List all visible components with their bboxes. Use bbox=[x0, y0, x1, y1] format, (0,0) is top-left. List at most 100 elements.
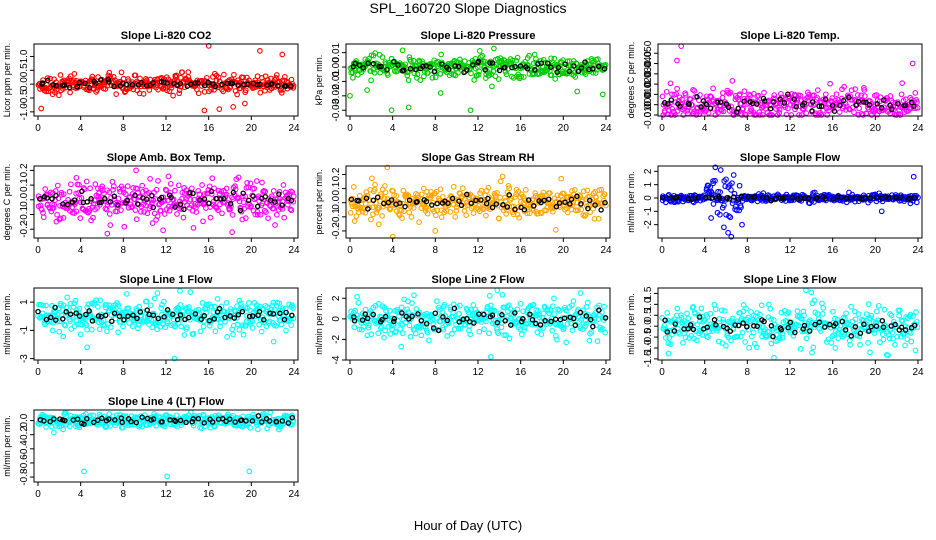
x-tick-label: 0 bbox=[659, 245, 665, 256]
data-point bbox=[552, 227, 559, 233]
y-tick-label: 0.0 bbox=[19, 192, 30, 206]
data-point bbox=[914, 99, 920, 105]
reference-point bbox=[706, 194, 712, 201]
data-point bbox=[273, 211, 280, 218]
data-point bbox=[863, 311, 870, 317]
data-point bbox=[574, 88, 581, 95]
data-point bbox=[187, 289, 194, 295]
data-point bbox=[486, 330, 492, 337]
data-point bbox=[522, 187, 529, 193]
reference-point bbox=[481, 311, 487, 318]
x-tick-label: 20 bbox=[870, 245, 882, 256]
data-point bbox=[147, 203, 154, 210]
data-point bbox=[104, 328, 110, 335]
data-point bbox=[674, 85, 680, 92]
data-point bbox=[154, 213, 161, 219]
data-point bbox=[107, 222, 114, 228]
data-point bbox=[727, 89, 734, 96]
data-point bbox=[144, 210, 151, 217]
data-point bbox=[382, 189, 389, 196]
data-point bbox=[50, 205, 57, 211]
data-point bbox=[516, 214, 522, 221]
x-tick-label: 0 bbox=[35, 123, 41, 134]
data-point bbox=[371, 69, 378, 76]
data-point bbox=[532, 190, 539, 196]
data-point bbox=[40, 302, 46, 309]
reference-point bbox=[868, 323, 874, 330]
reference-point bbox=[414, 198, 420, 205]
x-tick-label: 16 bbox=[203, 123, 215, 134]
data-point bbox=[584, 299, 591, 306]
data-point bbox=[723, 342, 729, 349]
reference-point bbox=[517, 63, 524, 69]
reference-point bbox=[111, 83, 117, 90]
reference-point bbox=[570, 315, 577, 322]
data-point bbox=[260, 188, 266, 195]
reference-point bbox=[874, 194, 880, 201]
reference-point bbox=[794, 196, 801, 202]
data-point bbox=[368, 77, 374, 84]
data-point bbox=[197, 200, 203, 207]
data-point bbox=[172, 187, 178, 194]
y-tick-label: 0.01 bbox=[331, 42, 342, 62]
data-point bbox=[59, 312, 65, 319]
data-point bbox=[106, 69, 113, 76]
data-point bbox=[229, 212, 236, 218]
data-point bbox=[841, 83, 848, 90]
reference-point bbox=[809, 99, 816, 105]
panel-title: Slope Line 1 Flow bbox=[120, 274, 213, 286]
data-point bbox=[490, 68, 497, 75]
data-point bbox=[248, 203, 254, 209]
data-point bbox=[224, 334, 230, 340]
y-tick-label: 0.020 bbox=[643, 71, 654, 96]
data-point bbox=[809, 349, 815, 356]
data-point bbox=[433, 298, 440, 304]
data-point bbox=[221, 71, 227, 78]
data-point bbox=[420, 185, 427, 192]
reference-point bbox=[420, 63, 426, 70]
data-point bbox=[234, 91, 240, 98]
data-point bbox=[902, 342, 908, 349]
data-point bbox=[101, 190, 107, 197]
x-tick-label: 0 bbox=[347, 367, 353, 378]
data-point bbox=[705, 110, 712, 116]
data-point bbox=[161, 298, 167, 305]
data-point bbox=[236, 326, 243, 333]
data-point bbox=[771, 92, 778, 98]
reference-point bbox=[407, 65, 414, 72]
data-point bbox=[414, 71, 421, 78]
data-point bbox=[134, 185, 141, 192]
reference-point bbox=[590, 323, 596, 330]
reference-point bbox=[902, 102, 909, 109]
data-point bbox=[408, 214, 415, 220]
data-point bbox=[251, 185, 258, 192]
data-point bbox=[531, 51, 538, 58]
data-point bbox=[416, 219, 422, 225]
y-axis-label: ml/min per min. bbox=[626, 171, 636, 233]
data-point bbox=[581, 213, 588, 219]
data-point bbox=[84, 326, 90, 333]
data-point bbox=[174, 211, 180, 217]
reference-point bbox=[744, 324, 750, 330]
reference-point bbox=[717, 99, 724, 105]
reference-point bbox=[520, 316, 526, 322]
reference-point bbox=[39, 80, 46, 86]
data-point bbox=[495, 76, 502, 82]
data-point bbox=[494, 190, 500, 196]
data-point bbox=[375, 330, 382, 337]
data-point bbox=[179, 69, 186, 76]
y-tick-label: -0.02 bbox=[331, 84, 342, 107]
data-point bbox=[867, 349, 873, 356]
data-point bbox=[721, 224, 727, 231]
y-tick-label: 0.040 bbox=[643, 51, 654, 76]
y-axis-label: ml/min per min. bbox=[626, 293, 636, 355]
panel-title: Slope Gas Stream RH bbox=[421, 152, 534, 164]
data-point bbox=[506, 185, 513, 192]
data-point bbox=[712, 164, 719, 171]
data-point bbox=[257, 211, 264, 218]
reference-point bbox=[541, 197, 547, 204]
data-point bbox=[771, 354, 777, 361]
data-point bbox=[146, 321, 152, 328]
reference-point bbox=[478, 197, 484, 203]
data-point bbox=[514, 211, 521, 218]
